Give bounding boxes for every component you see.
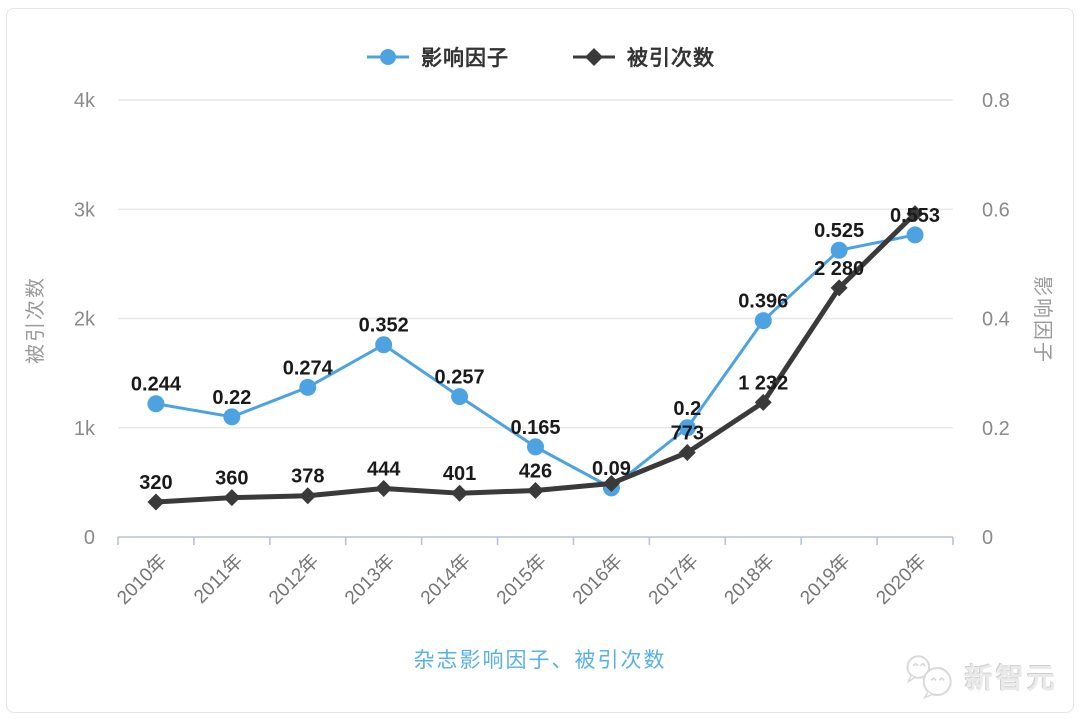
- data-point-circle: [678, 419, 696, 437]
- data-point-label: 773: [671, 423, 704, 445]
- data-point-diamond: [602, 474, 620, 492]
- series-line-被引次数: [153, 211, 918, 505]
- watermark-text: 新智元: [964, 663, 1058, 694]
- data-point-label: 0.396: [738, 291, 788, 313]
- left-axis-tick-label: 1k: [74, 418, 96, 440]
- data-point-label: 0.525: [814, 220, 864, 242]
- data-point-label: 0.257: [435, 367, 485, 389]
- data-point-circle: [147, 395, 165, 413]
- data-point-circle: [754, 312, 772, 330]
- data-point-circle: [830, 241, 848, 259]
- data-point-label: 0.09: [592, 458, 631, 480]
- data-point-label: 0.2: [673, 398, 701, 420]
- data-point-label: 0.352: [359, 315, 409, 337]
- data-point-diamond: [451, 484, 469, 502]
- x-axis-category-label: 2020年: [872, 550, 931, 609]
- data-point-circle: [451, 388, 469, 406]
- data-point-label: 444: [367, 458, 401, 480]
- data-point-circle: [375, 336, 393, 354]
- data-point-label: 0.274: [283, 357, 334, 379]
- data-point-circle: [223, 408, 241, 426]
- line-circle-marker-icon: [367, 49, 409, 65]
- left-axis-tick-label: 0: [84, 527, 95, 549]
- wechat-bubbles-icon: [906, 655, 952, 700]
- x-axis-category-label: 2015年: [492, 550, 551, 609]
- left-axis-tick-label: 4k: [74, 90, 96, 112]
- legend-label-citations: 被引次数: [627, 47, 715, 70]
- left-axis-tick-label: 2k: [74, 309, 96, 331]
- left-axis-tick-label: 3k: [74, 199, 96, 221]
- data-point-diamond: [223, 489, 241, 507]
- left-axis-title: 被引次数: [24, 276, 47, 364]
- data-point-diamond: [299, 487, 317, 505]
- watermark: 新智元: [903, 653, 1058, 701]
- right-axis-tick-label: 0: [982, 527, 993, 549]
- x-axis-category-label: 2013年: [340, 550, 399, 609]
- data-point-label: 1 232: [738, 372, 788, 394]
- x-axis-category-label: 2019年: [796, 550, 855, 609]
- right-axis-tick-label: 0.2: [982, 418, 1010, 440]
- legend-item-impact-factor[interactable]: 影响因子: [365, 42, 509, 72]
- data-point-label: 0.22: [212, 387, 251, 409]
- data-point-diamond: [527, 481, 544, 499]
- x-axis-category-label: 2011年: [190, 550, 248, 608]
- right-axis-title: 影响因子: [1031, 276, 1054, 364]
- data-point-label: 360: [215, 468, 248, 490]
- x-axis-category-label: 2012年: [264, 550, 323, 609]
- chart-title: 杂志影响因子、被引次数: [413, 649, 667, 672]
- data-point-circle: [527, 438, 544, 456]
- legend-label-impact-factor: 影响因子: [421, 47, 509, 70]
- data-point-diamond: [678, 444, 696, 462]
- legend: 影响因子 被引次数: [0, 42, 1080, 72]
- data-point-diamond: [147, 493, 165, 511]
- data-point-label: 0.553: [890, 205, 940, 227]
- x-axis-category-label: 2010年: [113, 550, 172, 609]
- data-point-label: 2 280: [814, 258, 864, 280]
- line-diamond-marker-icon: [573, 48, 615, 66]
- x-axis-category-label: 2018年: [720, 550, 779, 609]
- data-point-label: 426: [519, 460, 552, 482]
- data-point-diamond: [830, 279, 848, 297]
- chart-card-border: [6, 8, 1074, 713]
- right-axis-tick-label: 0.8: [982, 90, 1010, 112]
- data-point-label: 320: [139, 472, 172, 494]
- data-point-label: 0.244: [131, 374, 182, 396]
- x-axis-category-label: 2016年: [568, 550, 627, 609]
- data-point-label: 378: [291, 466, 324, 488]
- legend-item-citations[interactable]: 被引次数: [571, 42, 715, 72]
- data-point-circle: [906, 226, 924, 244]
- data-point-label: 0.165: [510, 417, 560, 439]
- right-axis-tick-label: 0.6: [982, 199, 1010, 221]
- data-point-diamond: [906, 205, 924, 223]
- x-axis-category-label: 2017年: [644, 550, 703, 609]
- data-point-diamond: [754, 393, 772, 411]
- data-point-label: 401: [443, 463, 476, 485]
- data-point-diamond: [375, 479, 393, 497]
- right-axis-tick-label: 0.4: [982, 309, 1010, 331]
- x-axis-category-label: 2014年: [416, 550, 475, 609]
- data-point-circle: [299, 378, 317, 396]
